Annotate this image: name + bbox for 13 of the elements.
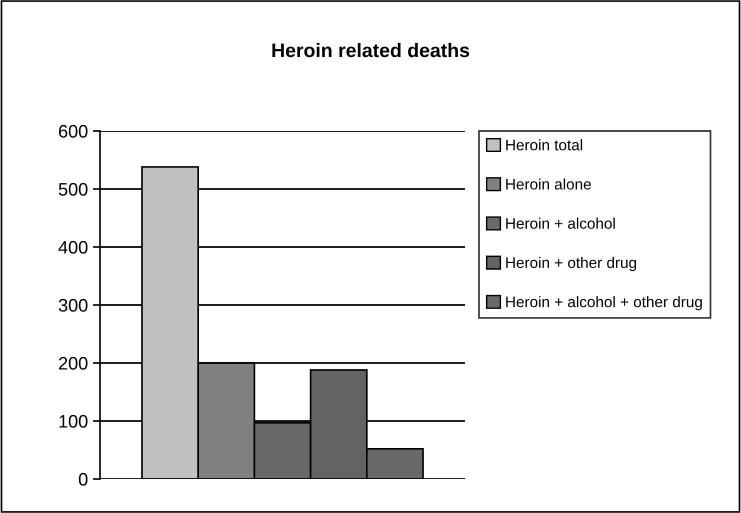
y-tick-label: 200 bbox=[58, 356, 88, 370]
legend-label: Heroin + alcohol bbox=[506, 218, 615, 229]
legend-label: Heroin + alcohol + other drug bbox=[506, 296, 702, 310]
legend-label: Heroin total bbox=[506, 139, 582, 150]
y-tick-label: 300 bbox=[58, 298, 88, 312]
chart-title: Heroin related deaths bbox=[272, 42, 470, 58]
y-tick-label: 500 bbox=[58, 182, 88, 196]
y-tick-label: 100 bbox=[59, 414, 88, 428]
y-tick-label: 600 bbox=[58, 124, 88, 138]
y-tick-label: 400 bbox=[58, 240, 88, 254]
legend-label: Heroin + other drug bbox=[506, 256, 636, 272]
y-tick-label: 0 bbox=[78, 472, 88, 486]
legend-label: Heroin alone bbox=[506, 178, 591, 190]
